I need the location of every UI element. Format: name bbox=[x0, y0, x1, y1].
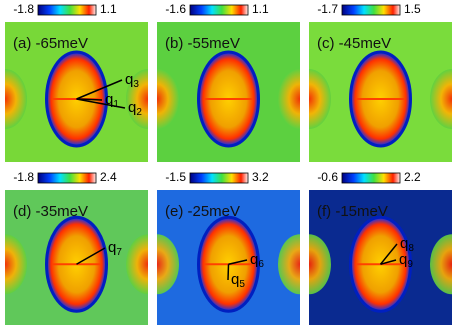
colorbar bbox=[341, 172, 401, 184]
side-feature bbox=[309, 234, 331, 295]
q-label: q8 bbox=[400, 235, 414, 254]
side-feature bbox=[309, 69, 331, 129]
colorbar-min: -1.6 bbox=[165, 2, 186, 16]
side-feature bbox=[5, 234, 27, 295]
q-symbol: q bbox=[128, 99, 136, 116]
colorbar bbox=[189, 4, 249, 16]
q-label: q6 bbox=[250, 251, 264, 270]
q-subscript: 3 bbox=[133, 79, 139, 90]
q-symbol: q bbox=[250, 251, 258, 268]
colorbar bbox=[37, 172, 97, 184]
colorbar-min: -0.6 bbox=[317, 170, 338, 184]
q-arrow bbox=[228, 259, 248, 265]
panel-label: (e) -25meV bbox=[165, 203, 240, 220]
q-label: q1 bbox=[105, 91, 119, 110]
q-subscript: 9 bbox=[407, 259, 413, 270]
q-arrow bbox=[76, 247, 106, 265]
q-arrow bbox=[380, 259, 397, 265]
panel-label: (f) -15meV bbox=[317, 203, 388, 220]
colorbar-max: 2.4 bbox=[100, 170, 117, 184]
q-label: q2 bbox=[128, 99, 142, 118]
q-subscript: 8 bbox=[408, 243, 414, 254]
heatmap bbox=[5, 190, 148, 325]
side-feature bbox=[157, 69, 179, 129]
q-subscript: 5 bbox=[239, 279, 245, 290]
colorbar bbox=[341, 4, 401, 16]
panel-label: (b) -55meV bbox=[165, 35, 240, 52]
q-label: q3 bbox=[125, 71, 139, 90]
panel-label: (c) -45meV bbox=[317, 35, 391, 52]
side-feature bbox=[5, 69, 27, 129]
colorbar-max: 2.2 bbox=[404, 170, 421, 184]
q-arrow bbox=[76, 98, 126, 109]
side-feature bbox=[430, 69, 452, 129]
q-symbol: q bbox=[108, 239, 116, 256]
q-subscript: 2 bbox=[136, 107, 142, 118]
q-arrow bbox=[379, 243, 398, 265]
side-feature bbox=[126, 234, 148, 295]
side-feature bbox=[157, 234, 179, 295]
panel-label: (a) -65meV bbox=[13, 35, 88, 52]
colorbar bbox=[37, 4, 97, 16]
heatmap bbox=[309, 190, 452, 325]
q-subscript: 1 bbox=[113, 99, 119, 110]
colorbar-max: 3.2 bbox=[252, 170, 269, 184]
colorbar-min: -1.8 bbox=[13, 170, 34, 184]
q-subscript: 6 bbox=[258, 259, 264, 270]
q-symbol: q bbox=[400, 235, 408, 252]
colorbar-min: -1.5 bbox=[165, 170, 186, 184]
q-label: q7 bbox=[108, 239, 122, 258]
heatmap bbox=[157, 22, 300, 162]
q-symbol: q bbox=[125, 71, 133, 88]
q-label: q5 bbox=[231, 271, 245, 290]
q-arrow bbox=[227, 264, 230, 281]
side-feature bbox=[278, 234, 300, 295]
q-subscript: 7 bbox=[116, 247, 122, 258]
colorbar-max: 1.1 bbox=[100, 2, 117, 16]
colorbar-min: -1.8 bbox=[13, 2, 34, 16]
q-symbol: q bbox=[105, 91, 113, 108]
q-symbol: q bbox=[399, 251, 407, 268]
heatmap bbox=[309, 22, 452, 162]
side-feature bbox=[278, 69, 300, 129]
colorbar-min: -1.7 bbox=[317, 2, 338, 16]
q-label: q9 bbox=[399, 251, 413, 270]
q-arrow bbox=[76, 79, 123, 100]
panel-label: (d) -35meV bbox=[13, 203, 88, 220]
colorbar-max: 1.5 bbox=[404, 2, 421, 16]
colorbar-max: 1.1 bbox=[252, 2, 269, 16]
side-feature bbox=[126, 69, 148, 129]
side-feature bbox=[430, 234, 452, 295]
q-symbol: q bbox=[231, 271, 239, 288]
colorbar bbox=[189, 172, 249, 184]
